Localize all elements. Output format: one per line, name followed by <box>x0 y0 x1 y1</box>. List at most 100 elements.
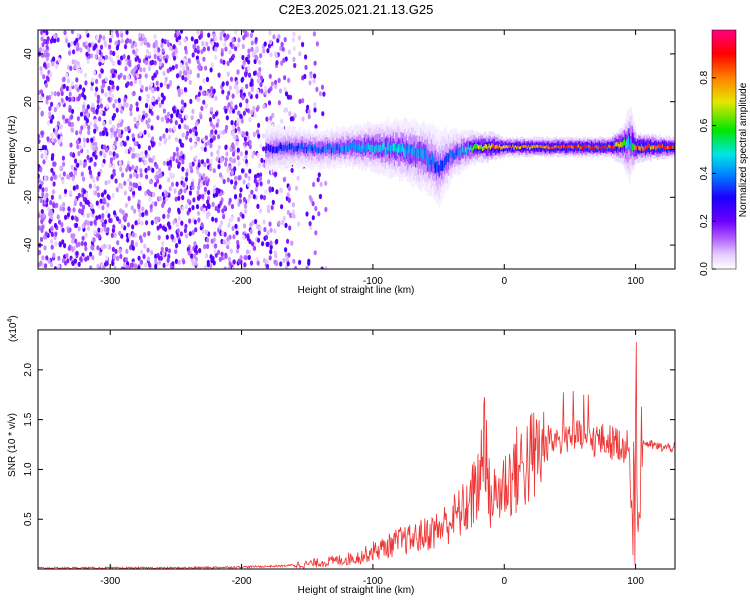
spectrogram-noise-cell <box>57 139 61 145</box>
spectrogram-noise-cell <box>320 84 325 90</box>
spectrogram-noise-cell <box>224 161 228 167</box>
spectrogram-band-cell <box>340 147 342 153</box>
spectrogram-x-label: Height of straight line (km) <box>298 285 415 296</box>
spectrogram-band-cell <box>643 146 646 151</box>
spectrogram-noise-cell <box>245 83 249 89</box>
spectrogram-noise-cell <box>187 250 191 256</box>
spectrogram-noise-cell <box>75 250 79 256</box>
spectrogram-noise-cell <box>87 47 91 53</box>
spectrogram-noise-cell <box>141 206 145 212</box>
spectrogram-noise-cell <box>286 94 290 100</box>
spectrogram-noise-cell <box>45 255 49 261</box>
spectrogram-noise-cell <box>98 73 102 79</box>
spectrogram-band-cell <box>623 138 626 146</box>
spectrogram-noise-cell <box>268 30 272 36</box>
spectrogram-noise-cell <box>259 181 263 187</box>
spectrogram-noise-cell <box>196 96 200 102</box>
spectrogram-noise-cell <box>129 81 133 87</box>
spectrogram-noise-cell <box>204 103 208 109</box>
colorbar-tick-label: 0.0 <box>699 262 710 276</box>
spectrogram-noise-cell <box>203 162 207 168</box>
spectrogram-noise-cell <box>241 43 245 50</box>
spectrogram-noise-cell <box>180 99 184 105</box>
spectrogram-noise-cell <box>65 253 69 259</box>
spectrogram-noise-cell <box>177 161 181 167</box>
spectrogram-noise-cell <box>128 185 132 191</box>
spectrogram-noise-cell <box>131 232 135 238</box>
spectrogram-noise-cell <box>248 193 252 199</box>
spectrogram-band-cell <box>341 145 343 151</box>
spectrogram-noise-cell <box>217 203 221 209</box>
spectrogram-noise-cell <box>139 151 144 157</box>
spectrogram-noise-cell <box>82 107 86 113</box>
spectrogram-noise-cell <box>220 51 224 57</box>
spectrogram-noise-cell <box>275 238 279 244</box>
spectrogram-band-cell <box>501 146 504 150</box>
spectrogram-noise-cell <box>221 230 225 236</box>
spectrogram-noise-cell <box>258 208 263 214</box>
spectrogram-noise-cell <box>144 262 148 268</box>
spectrogram-noise-cell <box>58 194 62 200</box>
spectrogram-noise-cell <box>230 120 234 126</box>
spectrogram-noise-cell <box>237 175 241 181</box>
spectrogram-noise-cell <box>216 149 220 155</box>
spectrogram-band-cell <box>665 146 668 150</box>
spectrogram-noise-cell <box>269 52 273 58</box>
spectrogram-noise-cell <box>132 90 136 96</box>
spectrogram-band-cell <box>378 144 380 152</box>
spectrogram-noise-cell <box>264 234 269 241</box>
spectrogram-noise-cell <box>134 56 138 63</box>
spectrogram-noise-cell <box>51 153 55 159</box>
spectrogram-noise-cell <box>269 249 273 255</box>
spectrogram-noise-cell <box>105 131 109 137</box>
spectrogram-noise-cell <box>118 248 122 254</box>
spectrogram-noise-cell <box>255 55 259 61</box>
spectrogram-noise-cell <box>126 37 130 44</box>
spectrogram-band-cell <box>556 145 559 149</box>
spectrogram-noise-cell <box>90 41 94 48</box>
spectrogram-noise-cell <box>157 255 161 261</box>
spectrogram-noise-cell <box>190 181 194 187</box>
spectrogram-noise-cell <box>134 65 138 71</box>
spectrogram-noise-cell <box>39 166 43 172</box>
spectrogram-band-cell <box>292 146 295 152</box>
spectrogram-noise-cell <box>74 83 78 90</box>
spectrogram-noise-cell <box>257 133 261 139</box>
spectrogram-noise-cell <box>111 246 115 252</box>
spectrogram-band-cell <box>530 145 533 149</box>
spectrogram-noise-cell <box>152 43 156 49</box>
spectrogram-noise-cell <box>312 31 316 37</box>
spectrogram-band-cell <box>313 144 316 157</box>
spectrogram-noise-cell <box>137 199 141 205</box>
spectrogram-noise-cell <box>115 45 119 51</box>
spectrogram-noise-cell <box>206 259 210 265</box>
spectrogram-noise-cell <box>155 170 159 176</box>
spectrogram-band-cell <box>569 144 572 148</box>
spectrogram-noise-cell <box>88 165 92 171</box>
spectrogram-noise-cell <box>139 259 144 265</box>
spectrogram-noise-cell <box>167 165 172 171</box>
spectrogram-noise-cell <box>165 234 169 240</box>
spectrogram-band-cell <box>409 145 412 165</box>
spectrogram-band-cell <box>303 147 305 153</box>
spectrogram-noise-cell <box>128 146 132 152</box>
spectrogram-noise-cell <box>245 131 249 137</box>
spectrogram-noise-cell <box>48 111 52 117</box>
spectrogram-band-cell <box>622 140 625 147</box>
spectrogram-band-cell <box>404 149 406 159</box>
spectrogram-noise-cell <box>162 133 166 139</box>
spectrogram-noise-cell <box>163 80 168 87</box>
spectrogram-noise-cell <box>123 97 127 103</box>
spectrogram-noise-cell <box>142 155 146 161</box>
spectrogram-noise-cell <box>229 76 234 82</box>
spectrogram-band-cell <box>605 145 607 151</box>
spectrogram-band-cell <box>615 142 618 152</box>
spectrogram-noise-cell <box>212 188 216 194</box>
spectrogram-noise-cell <box>94 43 98 49</box>
spectrogram-band-cell <box>379 145 382 153</box>
spectrogram-noise-cell <box>124 148 129 154</box>
spectrogram-noise-cell <box>312 181 316 188</box>
spectrogram-band-cell <box>648 144 651 148</box>
spectrogram-band-cell <box>349 142 351 149</box>
spectrogram-noise-cell <box>189 165 193 171</box>
